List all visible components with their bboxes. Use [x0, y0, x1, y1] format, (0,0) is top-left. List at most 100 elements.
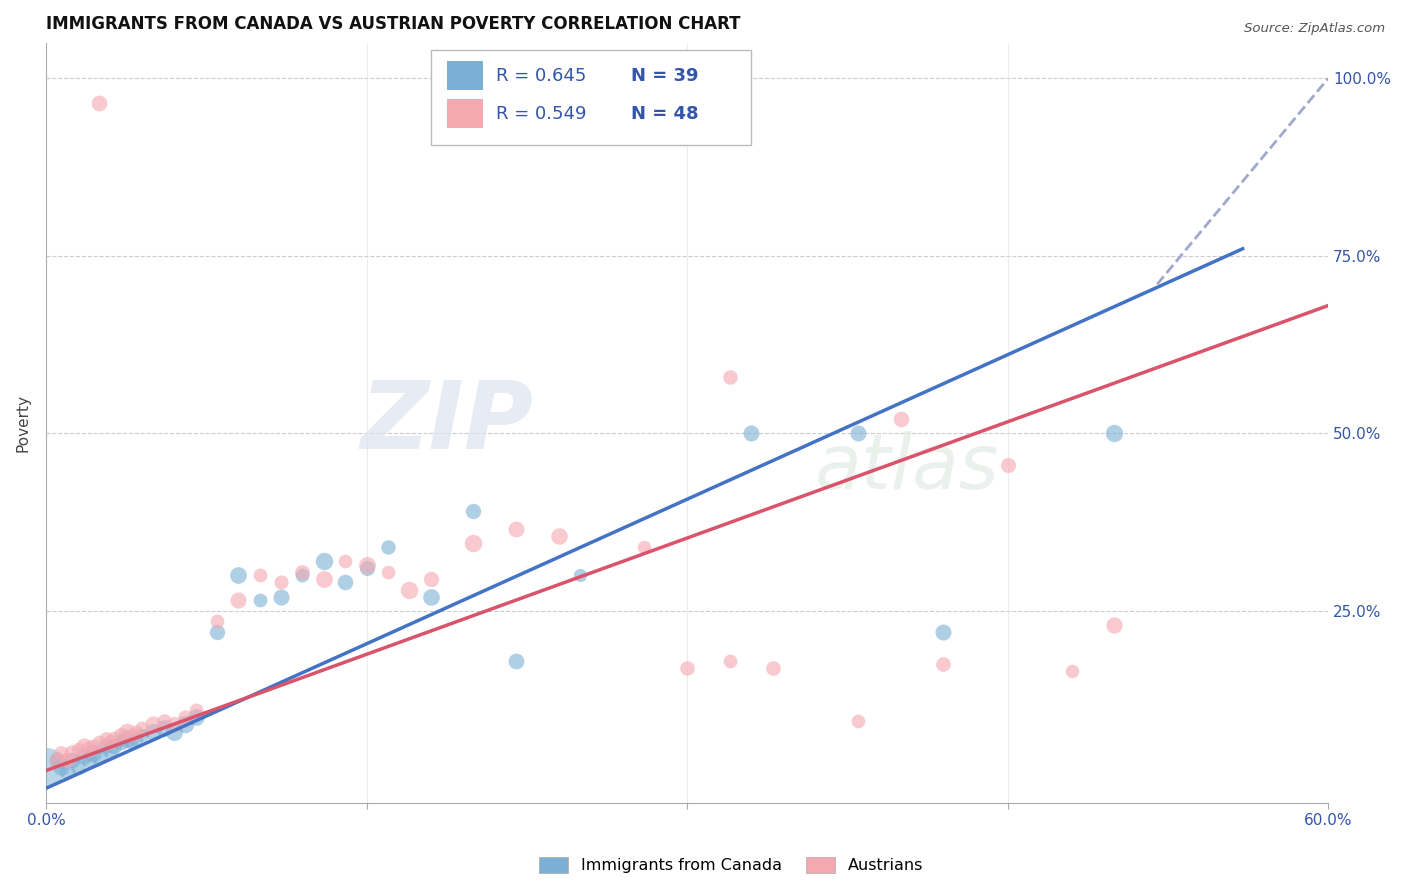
Point	[249, 593, 271, 607]
Point	[463, 504, 485, 518]
Text: IMMIGRANTS FROM CANADA VS AUSTRIAN POVERTY CORRELATION CHART: IMMIGRANTS FROM CANADA VS AUSTRIAN POVER…	[46, 15, 741, 33]
Point	[131, 728, 153, 742]
Point	[142, 724, 165, 739]
Point	[547, 529, 569, 543]
Text: ZIP: ZIP	[360, 376, 533, 468]
Text: N = 48: N = 48	[631, 104, 699, 122]
Point	[377, 565, 399, 579]
Point	[505, 522, 527, 536]
Point	[377, 540, 399, 554]
Point	[633, 540, 655, 554]
Point	[505, 654, 527, 668]
Point	[56, 753, 79, 767]
FancyBboxPatch shape	[447, 62, 484, 90]
Point	[142, 717, 165, 731]
Point	[45, 753, 67, 767]
Text: N = 39: N = 39	[631, 67, 699, 85]
Point	[333, 554, 356, 568]
Point	[226, 568, 249, 582]
Point	[312, 554, 335, 568]
Point	[49, 760, 72, 774]
Point	[997, 458, 1019, 473]
Point	[846, 714, 869, 728]
Point	[110, 728, 132, 742]
Point	[226, 593, 249, 607]
Point	[98, 735, 121, 749]
Point	[103, 739, 125, 753]
Point	[463, 536, 485, 550]
Point	[205, 625, 228, 640]
Point	[173, 717, 195, 731]
Point	[103, 731, 125, 746]
FancyBboxPatch shape	[430, 51, 751, 145]
Point	[356, 558, 378, 572]
Point	[73, 749, 96, 764]
Point	[60, 753, 83, 767]
Y-axis label: Poverty: Poverty	[15, 393, 30, 451]
Point	[49, 746, 72, 760]
Point	[115, 724, 138, 739]
Point	[131, 721, 153, 735]
Point	[152, 714, 174, 728]
Point	[120, 728, 142, 742]
Point	[77, 753, 100, 767]
Legend: Immigrants from Canada, Austrians: Immigrants from Canada, Austrians	[533, 850, 929, 880]
Point	[398, 582, 420, 597]
FancyBboxPatch shape	[447, 99, 484, 128]
Point	[163, 717, 186, 731]
Point	[1104, 426, 1126, 441]
Point	[66, 760, 89, 774]
Point	[932, 625, 955, 640]
Point	[291, 568, 314, 582]
Point	[761, 660, 783, 674]
Point	[89, 735, 111, 749]
Point	[82, 746, 104, 760]
Point	[77, 742, 100, 756]
Point	[569, 568, 592, 582]
Point	[1060, 664, 1083, 678]
Point	[932, 657, 955, 671]
Point	[110, 735, 132, 749]
Point	[89, 749, 111, 764]
Point	[94, 739, 117, 753]
Point	[173, 710, 195, 724]
Point	[419, 590, 441, 604]
Point	[312, 572, 335, 586]
Point	[125, 731, 148, 746]
Point	[184, 710, 207, 724]
Point	[89, 96, 111, 111]
Point	[120, 735, 142, 749]
Point	[846, 426, 869, 441]
Point	[60, 746, 83, 760]
Point	[184, 703, 207, 717]
Point	[73, 739, 96, 753]
Point	[270, 575, 292, 590]
Point	[740, 426, 762, 441]
Point	[66, 742, 89, 756]
Point	[152, 721, 174, 735]
Point	[1104, 618, 1126, 632]
Point	[94, 731, 117, 746]
Point	[718, 654, 741, 668]
Point	[890, 412, 912, 426]
Point	[270, 590, 292, 604]
Point	[676, 660, 699, 674]
Point	[56, 764, 79, 778]
Point	[356, 561, 378, 575]
Text: Source: ZipAtlas.com: Source: ZipAtlas.com	[1244, 22, 1385, 36]
Text: R = 0.549: R = 0.549	[496, 104, 586, 122]
Point	[333, 575, 356, 590]
Text: R = 0.645: R = 0.645	[496, 67, 586, 85]
Point	[45, 753, 67, 767]
Point	[35, 760, 58, 774]
Point	[249, 568, 271, 582]
Text: atlas: atlas	[815, 432, 1000, 505]
Point	[115, 731, 138, 746]
Point	[98, 742, 121, 756]
Point	[205, 615, 228, 629]
Point	[718, 369, 741, 384]
Point	[82, 739, 104, 753]
Point	[419, 572, 441, 586]
Point	[125, 724, 148, 739]
Point	[291, 565, 314, 579]
